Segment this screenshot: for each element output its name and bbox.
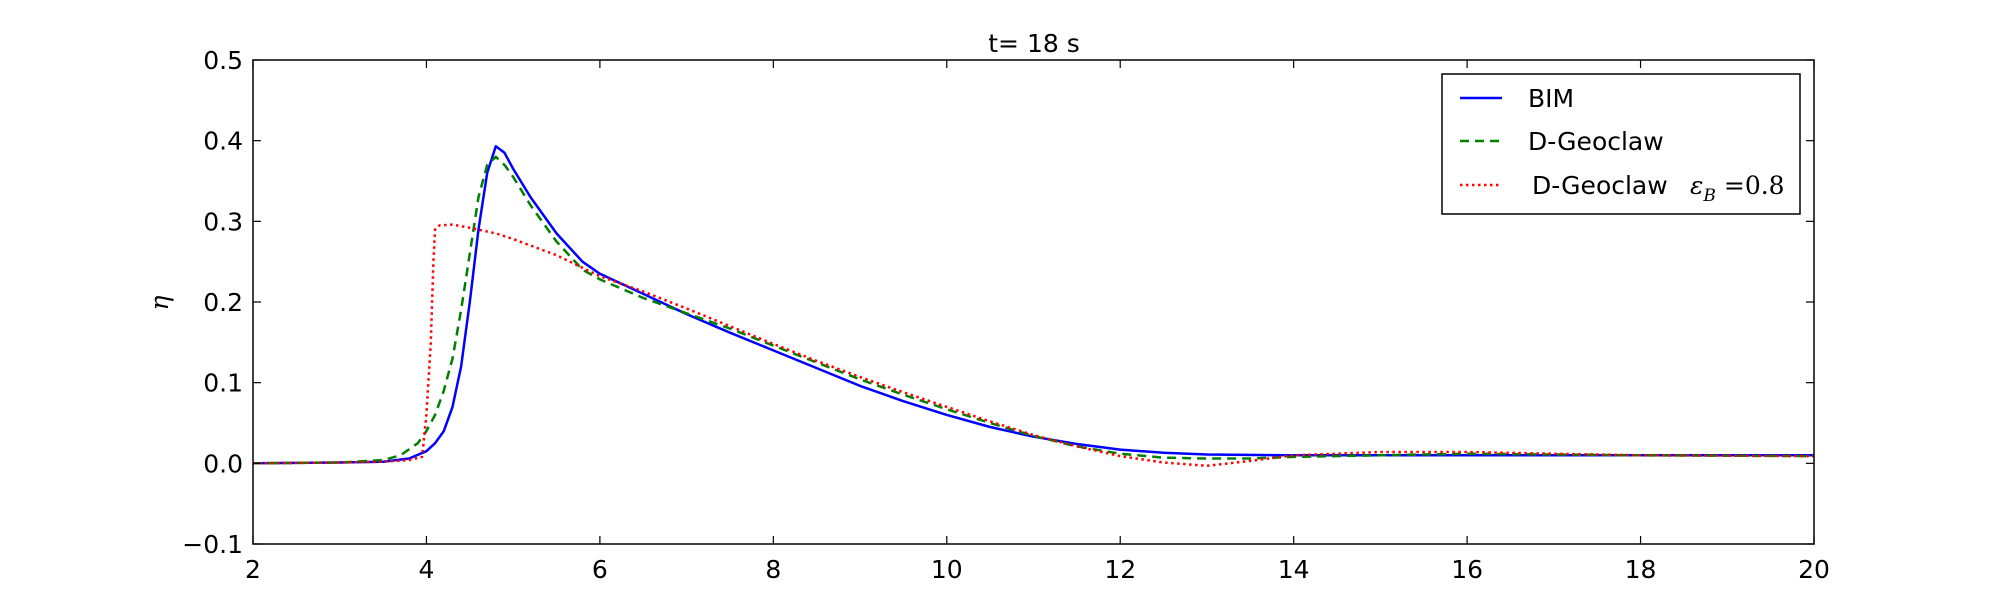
y-axis-label: η: [145, 295, 174, 310]
x-tick-label: 20: [1798, 555, 1830, 584]
x-tick-label: 6: [592, 555, 608, 584]
series-line-2: [252, 223, 1815, 468]
legend-label-epsilon: εB =0.8: [1690, 171, 1785, 206]
y-tick-label: 0.0: [203, 449, 243, 478]
x-tick-label: 16: [1451, 555, 1483, 584]
x-tick-label: 4: [418, 555, 434, 584]
legend: BIM D-Geoclaw D-Geoclaw εB =0.8: [1441, 73, 1801, 215]
x-tick-label: 12: [1104, 555, 1136, 584]
x-tick-label: 2: [245, 555, 261, 584]
y-tick-label: 0.3: [203, 207, 243, 236]
x-tick-label: 14: [1278, 555, 1310, 584]
legend-label-d-geoclaw: D-Geoclaw: [1528, 127, 1664, 156]
x-tick-label: 10: [931, 555, 963, 584]
ticks-layer: 2 4 6 8 10 12 14 16 18 20 −0.1 0.0 0.1 0.2 0.3 0.4 0.5: [182, 46, 1830, 584]
y-tick-label: 0.5: [203, 46, 243, 75]
legend-label-bim: BIM: [1528, 84, 1574, 113]
legend-epsilon-subscript: B: [1702, 186, 1716, 206]
y-tick-label: −0.1: [182, 530, 243, 559]
legend-label-d-geoclaw-eps-name: D-Geoclaw: [1532, 171, 1668, 200]
chart-title: t= 18 s: [988, 29, 1079, 58]
legend-label-d-geoclaw-eps: D-Geoclaw: [1532, 171, 1668, 200]
y-tick-label: 0.2: [203, 288, 243, 317]
x-tick-label: 18: [1625, 555, 1657, 584]
legend-epsilon-value: =0.8: [1716, 171, 1785, 200]
y-tick-label: 0.1: [203, 369, 243, 398]
legend-epsilon-symbol: ε: [1690, 171, 1703, 200]
x-tick-label: 8: [765, 555, 781, 584]
series-layer: [252, 145, 1815, 468]
y-tick-label: 0.4: [203, 127, 243, 156]
series-line-1: [252, 155, 1815, 465]
